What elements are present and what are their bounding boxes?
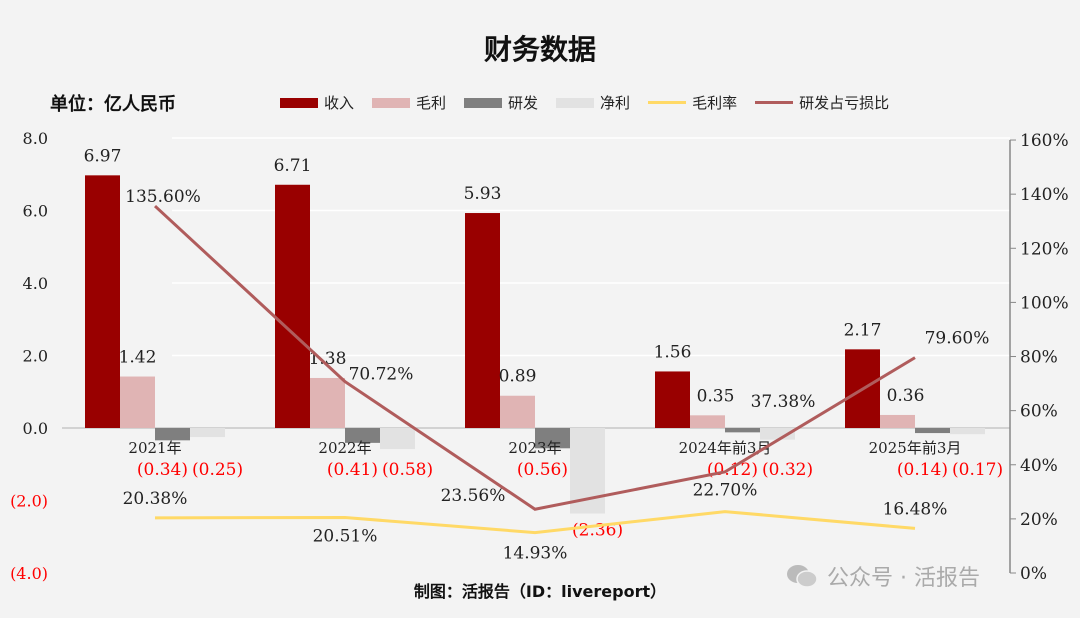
gross-margin-label: 14.93% (503, 544, 568, 564)
data-label: 0.36 (887, 386, 925, 406)
legend-item: 毛利率 (648, 92, 737, 113)
bar-rd (725, 428, 760, 433)
legend-item: 收入 (280, 92, 354, 113)
chart-title: 财务数据 (483, 33, 596, 66)
category-label: 2022年 (318, 439, 371, 457)
rd-ratio-label: 135.60% (125, 187, 201, 207)
gross-margin-label: 20.51% (313, 526, 378, 546)
data-label: (0.41) (327, 460, 378, 480)
legend-label: 研发 (508, 94, 539, 112)
data-label: 1.38 (309, 349, 347, 369)
bar-gross (310, 377, 345, 428)
legend-item: 净利 (556, 92, 630, 113)
legend-swatch (464, 97, 503, 108)
legend-label: 研发占亏损比 (799, 94, 890, 112)
bar-rd (345, 428, 380, 443)
bar-gross (690, 415, 725, 428)
rd-ratio-line (153, 204, 916, 511)
legend: 收入 毛利 研发 净利 毛利率 研发占亏损比 (280, 92, 889, 113)
category-label: 2025年前3月 (869, 439, 962, 457)
gross-margin-label: 20.38% (123, 489, 188, 509)
right-tick-label: 100% (1020, 293, 1069, 313)
data-label: (0.34) (137, 460, 188, 480)
data-label: (0.14) (897, 460, 948, 480)
watermark: 公众号 · 活报告 (785, 560, 980, 592)
bar-rd (915, 428, 950, 434)
legend-swatch (648, 101, 687, 104)
data-label: (0.58) (382, 460, 433, 480)
legend-swatch (755, 101, 794, 104)
rd-ratio-label: 23.56% (441, 486, 506, 506)
legend-label: 毛利率 (692, 94, 738, 112)
rd-ratio-label: 70.72% (349, 365, 414, 385)
unit-label: 单位：亿人民币 (50, 94, 176, 115)
legend-item: 毛利 (372, 92, 446, 113)
data-label: 0.89 (499, 367, 537, 387)
bar-gross (880, 414, 915, 428)
data-label: 6.97 (84, 146, 122, 166)
left-tick-label: 0.0 (23, 419, 48, 438)
legend-swatch (280, 97, 318, 108)
right-tick-label: 120% (1020, 239, 1069, 259)
data-label: 2.17 (844, 320, 882, 340)
watermark-text: 公众号 · 活报告 (827, 566, 980, 591)
left-tick-label: 6.0 (23, 202, 48, 221)
data-label: (0.17) (952, 460, 1003, 480)
rd-ratio-label: 79.60% (925, 329, 990, 349)
legend-label: 毛利 (416, 94, 447, 112)
data-label: (0.25) (192, 460, 243, 480)
data-label: 1.56 (654, 342, 692, 362)
left-tick-label: (4.0) (10, 564, 48, 583)
legend-item: 研发 (464, 92, 538, 113)
category-label: 2023年 (508, 439, 561, 457)
right-tick-label: 0% (1020, 564, 1047, 584)
bar-net (760, 428, 795, 440)
bar-rd (155, 428, 190, 441)
bar-net (380, 428, 415, 450)
right-tick-label: 60% (1020, 402, 1058, 422)
bar-revenue (655, 371, 690, 428)
right-tick-label: 40% (1020, 456, 1058, 476)
right-tick-label: 80% (1020, 348, 1058, 368)
right-tick-label: 20% (1020, 510, 1058, 530)
data-label: (0.56) (517, 460, 568, 480)
bar-revenue (275, 184, 310, 428)
data-label: (0.12) (707, 460, 758, 480)
data-label: (0.32) (762, 460, 813, 480)
gross-margin-line (154, 510, 916, 535)
legend-label: 收入 (324, 94, 355, 112)
wechat-icon (787, 565, 818, 588)
legend-swatch (556, 97, 595, 108)
left-tick-label: (2.0) (10, 492, 48, 511)
bar-net (950, 428, 985, 435)
legend-label: 净利 (600, 94, 631, 112)
legend-swatch (372, 97, 411, 108)
left-tick-label: 8.0 (23, 129, 48, 148)
bar-rd (535, 428, 570, 449)
bar-net (190, 428, 225, 438)
legend-item: 研发占亏损比 (755, 92, 889, 113)
bar-revenue (85, 175, 120, 428)
data-label: 0.35 (697, 386, 735, 406)
category-label: 2021年 (128, 439, 181, 457)
rd-ratio-label: 37.38% (751, 392, 816, 412)
category-label: 2024年前3月 (679, 439, 772, 457)
left-tick-label: 2.0 (23, 347, 48, 366)
data-label: 6.71 (274, 156, 312, 176)
data-label: 1.42 (119, 348, 157, 368)
bar-gross (120, 376, 155, 428)
bar-revenue (465, 213, 500, 428)
left-tick-label: 4.0 (23, 274, 48, 293)
data-label: 5.93 (464, 184, 502, 204)
right-tick-label: 160% (1020, 131, 1069, 151)
bar-gross (500, 395, 535, 428)
gross-margin-label: 22.70% (693, 481, 758, 501)
footer-credit: 制图：活报告（ID：livereport） (413, 582, 667, 601)
right-tick-label: 140% (1020, 185, 1069, 205)
gross-margin-label: 16.48% (883, 499, 948, 519)
